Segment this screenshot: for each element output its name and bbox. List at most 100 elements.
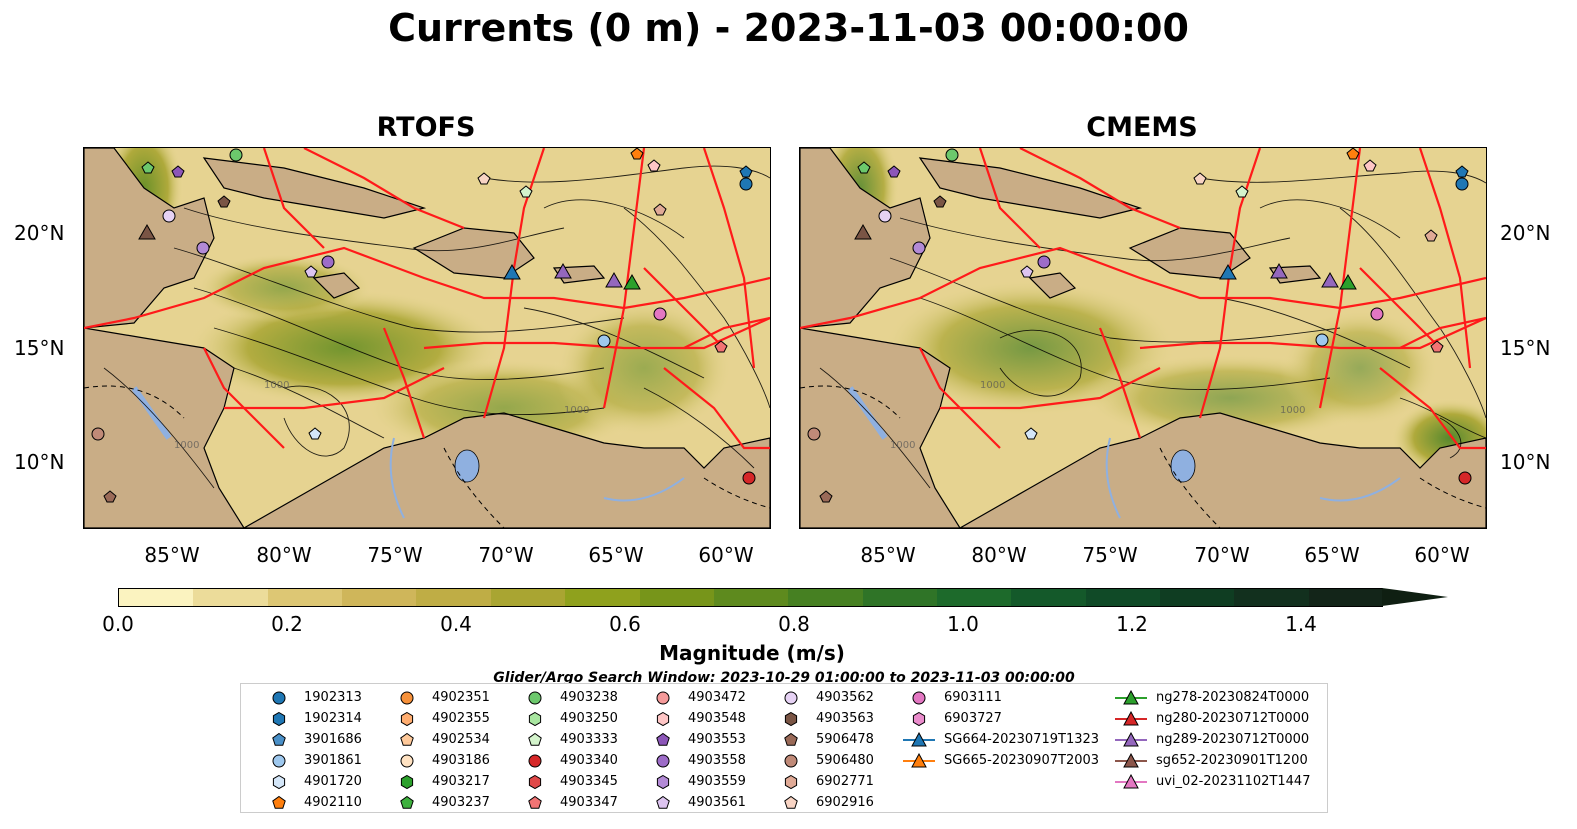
legend-label: 4902355 [432,711,490,726]
legend-label: SG664-20230719T1323 [944,732,1100,747]
hexagon-marker-icon [784,774,798,790]
pentagon-marker-icon [272,732,286,746]
pentagon-marker-icon [400,732,414,746]
legend-label: 6902771 [816,774,874,789]
circle-marker-icon [656,754,670,768]
lon-label-left-60w: 60°W [698,543,754,567]
colorbar-segment [565,589,640,606]
legend-label: 6902916 [816,795,874,810]
legend-label: 1902314 [304,711,362,726]
map-panel-rtofs[interactable]: 1000 1000 1000 [83,147,771,529]
hexagon-marker-icon [912,711,926,727]
colorbar [118,588,1384,607]
colorbar-segment [1011,589,1086,606]
colorbar-segment [639,589,714,606]
legend-label: sg652-20230901T1200 [1156,753,1308,768]
legend-label: 3901686 [304,732,362,747]
colorbar-label: Magnitude (m/s) [659,641,845,665]
colorbar-tick: 1.0 [947,612,979,636]
hexagon-marker-icon [272,774,286,790]
colorbar-tick: 0.0 [102,612,134,636]
lat-label-left-10n: 10°N [14,450,65,474]
lat-label-left-15n: 15°N [14,336,65,360]
panel-title-cmems: CMEMS [1086,112,1198,143]
hexagon-marker-icon [656,711,670,727]
colorbar-segment [1085,589,1161,606]
legend-label: 4901720 [304,774,362,789]
legend-label: ng289-20230712T0000 [1156,732,1310,747]
legend-box: 1902313 1902314 3901686 3901861 4901720 49021… [240,683,1328,813]
pentagon-marker-icon [528,795,542,809]
colorbar-segment [193,589,268,606]
legend-label: 4903561 [688,795,746,810]
legend-label: 4902534 [432,732,490,747]
colorbar-tick: 1.2 [1116,612,1148,636]
colorbar-tick: 1.4 [1285,612,1317,636]
map-panel-cmems[interactable]: 1000 1000 1000 [799,147,1487,529]
map-canvas-rtofs: 1000 1000 1000 [84,148,770,528]
circle-marker-icon [400,754,414,768]
legend-label: ng278-20230824T0000 [1156,690,1310,705]
colorbar-segment [267,589,343,606]
svg-text:1000: 1000 [264,380,289,391]
legend-label: 5906478 [816,732,874,747]
lon-label-left-70w: 70°W [478,543,534,567]
colorbar-segment [490,589,566,606]
colorbar-tick: 0.2 [271,612,303,636]
colorbar-tick: 0.8 [778,612,810,636]
legend-title: Glider/Argo Search Window: 2023-10-29 01… [493,670,1075,686]
legend-label: 5906480 [816,753,874,768]
legend-label: 4903333 [560,732,618,747]
legend-label: 1902313 [304,690,362,705]
circle-marker-icon [912,691,926,705]
lon-label-right-70w: 70°W [1194,543,1250,567]
hexagon-marker-icon [784,711,798,727]
lon-label-right-80w: 80°W [971,543,1027,567]
triangle-marker-icon [1115,732,1147,747]
colorbar-segment [862,589,937,606]
svg-text:1000: 1000 [564,405,589,416]
pentagon-marker-icon [784,732,798,746]
legend-label: 4903340 [560,753,618,768]
triangle-marker-icon [903,753,935,768]
legend-label: 4903238 [560,690,618,705]
legend-label: 4903345 [560,774,618,789]
legend-label: 4902351 [432,690,490,705]
circle-marker-icon [400,691,414,705]
panel-title-rtofs: RTOFS [376,112,476,143]
hexagon-marker-icon [656,774,670,790]
circle-marker-icon [272,754,286,768]
colorbar-tick: 0.6 [609,612,641,636]
legend-label: 4903347 [560,795,618,810]
circle-marker-icon [528,754,542,768]
triangle-marker-icon [1115,690,1147,705]
circle-marker-icon [656,691,670,705]
lon-label-left-75w: 75°W [367,543,423,567]
legend-label: 4903562 [816,690,874,705]
lon-label-left-80w: 80°W [256,543,312,567]
lon-label-left-65w: 65°W [588,543,644,567]
legend-label: 4903558 [688,753,746,768]
lat-label-right-10n: 10°N [1500,450,1551,474]
colorbar-tick: 0.4 [440,612,472,636]
circle-marker-icon [528,691,542,705]
colorbar-segment [416,589,491,606]
hexagon-marker-icon [400,774,414,790]
legend-label: 6903111 [944,690,1002,705]
colorbar-extend-arrow [1382,588,1448,606]
legend-label: 3901861 [304,753,362,768]
svg-text:1000: 1000 [980,380,1005,391]
legend-label: 4903553 [688,732,746,747]
pentagon-marker-icon [528,732,542,746]
lat-label-right-15n: 15°N [1500,336,1551,360]
legend-label: 4903559 [688,774,746,789]
pentagon-marker-icon [400,795,414,809]
pentagon-marker-icon [656,795,670,809]
legend-label: 4903250 [560,711,618,726]
pentagon-marker-icon [272,795,286,809]
legend-label: SG665-20230907T2003 [944,753,1100,768]
legend-label: ng280-20230712T0000 [1156,711,1310,726]
lon-label-right-85w: 85°W [860,543,916,567]
legend-label: 4903472 [688,690,746,705]
figure-title: Currents (0 m) - 2023-11-03 00:00:00 [388,6,1189,50]
